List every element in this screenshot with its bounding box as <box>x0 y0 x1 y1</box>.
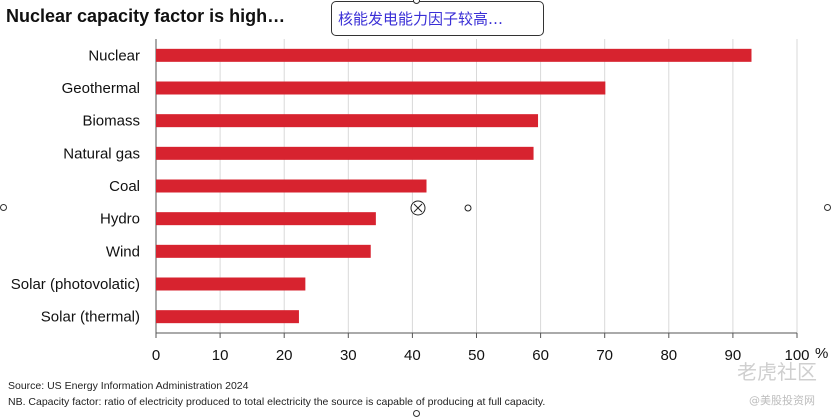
chart-notes: Source: US Energy Information Administra… <box>8 378 545 410</box>
bar <box>156 48 752 62</box>
bar <box>156 277 306 291</box>
watermark-logo: 老虎社区 <box>737 360 817 384</box>
nb-note: NB. Capacity factor: ratio of electricit… <box>8 396 546 408</box>
x-tick-label: 60 <box>532 347 549 364</box>
resize-handle-right[interactable] <box>824 204 831 211</box>
x-tick-label: 50 <box>468 347 485 364</box>
x-tick-label: 40 <box>404 347 421 364</box>
resize-handle-bottom[interactable] <box>413 410 420 417</box>
bar <box>156 244 371 258</box>
category-label: Geothermal <box>62 80 140 97</box>
bar <box>156 212 376 226</box>
bar <box>156 310 299 324</box>
x-tick-label: 10 <box>212 347 229 364</box>
x-tick-label: 30 <box>340 347 357 364</box>
translation-callout[interactable]: 核能发电能力因子较高… <box>331 1 544 36</box>
category-label: Solar (thermal) <box>41 309 140 326</box>
source-note: Source: US Energy Information Administra… <box>8 380 249 392</box>
rotation-handle <box>464 204 472 212</box>
watermark-sub: @美股投资网 <box>749 394 815 407</box>
x-tick-label: 80 <box>660 347 677 364</box>
x-tick-label: 70 <box>596 347 613 364</box>
cursor-cross <box>413 203 423 213</box>
x-tick-label: 0 <box>152 347 160 364</box>
category-label: Biomass <box>82 113 140 130</box>
resize-handle-left[interactable] <box>0 204 7 211</box>
x-unit-label: % <box>815 345 828 362</box>
chart-title: Nuclear capacity factor is high… <box>6 6 286 26</box>
resize-handle-top[interactable] <box>413 0 420 4</box>
category-label: Wind <box>106 243 140 260</box>
x-tick-label: 100 <box>784 347 809 364</box>
x-tick-label: 90 <box>725 347 742 364</box>
category-label: Nuclear <box>88 47 140 64</box>
bar <box>156 146 534 160</box>
category-label: Solar (photovolatic) <box>11 276 140 293</box>
category-label: Hydro <box>100 211 140 228</box>
category-label: Natural gas <box>63 145 140 162</box>
x-tick-label: 20 <box>276 347 293 364</box>
bar <box>156 81 606 95</box>
bar <box>156 179 427 193</box>
category-label: Coal <box>109 178 140 195</box>
bar <box>156 114 539 128</box>
